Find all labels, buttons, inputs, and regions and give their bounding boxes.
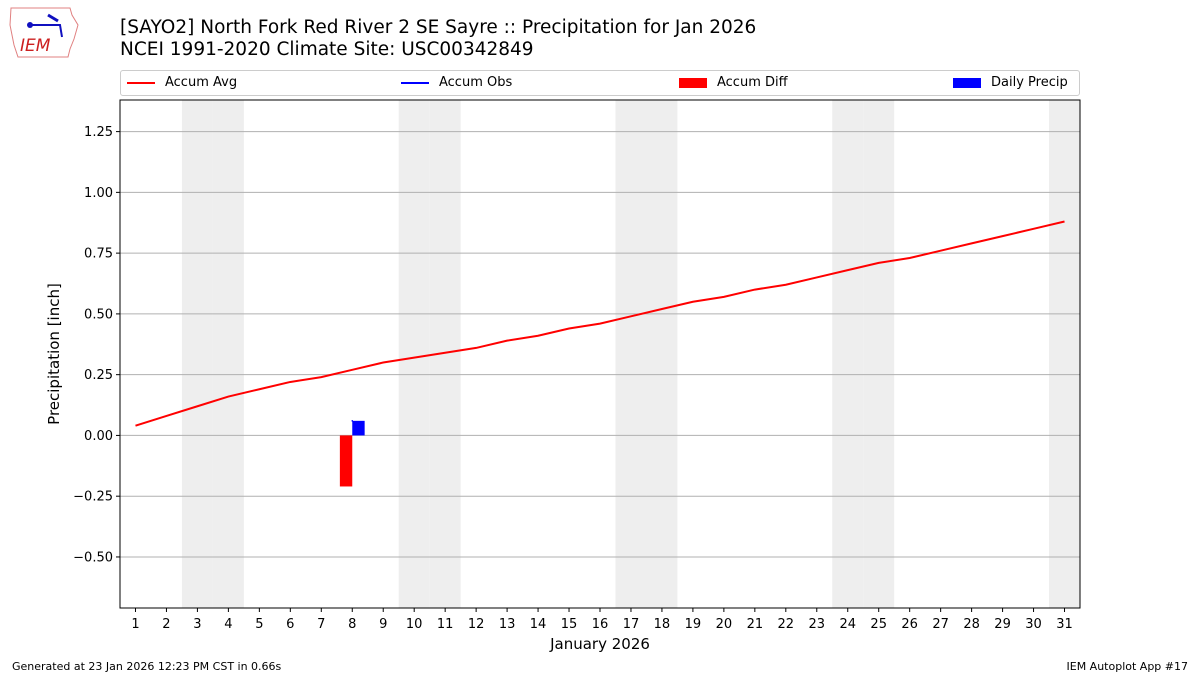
weekend-shade	[832, 100, 864, 608]
x-tick-label: 21	[747, 617, 764, 632]
y-tick-label: −0.25	[73, 490, 113, 505]
x-tick-label: 7	[317, 617, 325, 632]
footer-generated: Generated at 23 Jan 2026 12:23 PM CST in…	[12, 660, 282, 673]
x-tick-label: 1	[131, 617, 139, 632]
y-tick-label: 0.00	[84, 429, 113, 444]
chart-title: [SAYO2] North Fork Red River 2 SE Sayre …	[120, 17, 756, 61]
y-tick-label: 0.50	[84, 307, 113, 322]
x-tick-label: 13	[499, 617, 516, 632]
weekend-shade	[181, 100, 213, 608]
svg-text:IEM: IEM	[20, 36, 51, 56]
logo: IEM	[8, 5, 80, 59]
x-tick-label: 4	[224, 617, 232, 632]
y-axis-label: Precipitation [inch]	[45, 283, 63, 425]
weekend-shade	[646, 100, 678, 608]
weekend-shade	[615, 100, 647, 608]
daily-precip-bar	[352, 420, 365, 436]
y-tick-label: 0.25	[84, 368, 113, 383]
legend: Accum Avg Accum Obs Accum Diff Daily Pre…	[120, 70, 1080, 96]
x-tick-label: 30	[1025, 617, 1042, 632]
x-axis-label: January 2026	[549, 635, 650, 653]
x-tick-label: 23	[809, 617, 826, 632]
x-tick-label: 6	[286, 617, 294, 632]
x-tick-label: 19	[685, 617, 702, 632]
y-tick-label: 1.00	[84, 186, 113, 201]
plot-frame	[119, 99, 1081, 609]
x-tick-label: 8	[348, 617, 356, 632]
x-tick-label: 22	[778, 617, 795, 632]
x-tick-label: 29	[994, 617, 1011, 632]
x-tick-label: 2	[162, 617, 170, 632]
x-tick-label: 14	[530, 617, 547, 632]
x-tick-label: 26	[901, 617, 918, 632]
x-tick-label: 16	[592, 617, 609, 632]
x-tick-label: 15	[561, 617, 578, 632]
weekend-shade	[398, 100, 430, 608]
x-tick-label: 12	[468, 617, 485, 632]
x-tick-label: 11	[437, 617, 454, 632]
x-tick-label: 9	[379, 617, 387, 632]
weekend-shade	[863, 100, 895, 608]
legend-accum-diff: Accum Diff	[679, 75, 788, 90]
x-tick-label: 27	[932, 617, 949, 632]
weekend-shade	[212, 100, 244, 608]
title-line-2: NCEI 1991-2020 Climate Site: USC00342849	[120, 39, 534, 60]
weekend-shade	[1049, 100, 1080, 608]
y-tick-label: −0.50	[73, 550, 113, 565]
legend-daily-precip: Daily Precip	[953, 75, 1068, 90]
y-tick-label: 0.75	[84, 247, 113, 262]
footer-app: IEM Autoplot App #17	[1066, 660, 1189, 673]
x-tick-label: 24	[839, 617, 856, 632]
accum-avg-line	[135, 220, 1065, 427]
x-tick-label: 20	[716, 617, 733, 632]
accum-diff-bar	[339, 435, 353, 487]
x-tick-label: 28	[963, 617, 980, 632]
x-tick-label: 18	[654, 617, 671, 632]
legend-accum-obs: Accum Obs	[401, 75, 512, 90]
x-tick-label: 3	[193, 617, 201, 632]
y-tick-label: 1.25	[84, 125, 113, 140]
title-line-1: [SAYO2] North Fork Red River 2 SE Sayre …	[120, 17, 757, 38]
x-tick-label: 25	[870, 617, 887, 632]
x-tick-label: 31	[1056, 617, 1073, 632]
x-tick-label: 17	[623, 617, 640, 632]
x-tick-label: 10	[406, 617, 423, 632]
x-tick-label: 5	[255, 617, 263, 632]
legend-accum-avg: Accum Avg	[127, 75, 237, 90]
